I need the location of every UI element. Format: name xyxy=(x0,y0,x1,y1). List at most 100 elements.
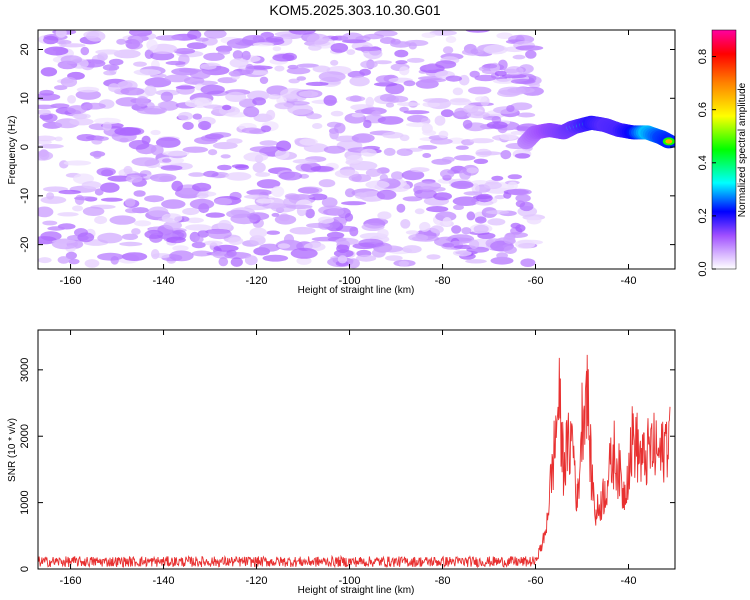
heatmap-cell xyxy=(515,239,536,249)
heatmap-cell xyxy=(266,109,276,121)
heatmap-cell xyxy=(410,167,430,173)
heatmap-cell xyxy=(124,198,136,207)
heatmap-cell xyxy=(191,250,212,257)
heatmap-cell xyxy=(398,260,410,267)
signal-cell-core xyxy=(665,139,673,144)
heatmap-cell xyxy=(266,230,281,235)
y-tick-label: 10 xyxy=(19,92,31,104)
heatmap-cell xyxy=(465,30,490,33)
heatmap-cell xyxy=(406,122,431,128)
heatmap-cell xyxy=(379,173,389,182)
heatmap-cell xyxy=(363,196,377,202)
heatmap-cell xyxy=(194,236,204,243)
y-tick-label: -20 xyxy=(19,237,31,253)
heatmap-cell xyxy=(234,164,250,170)
heatmap-cell xyxy=(146,39,158,51)
heatmap-cell xyxy=(169,250,194,262)
heatmap-cell xyxy=(161,213,183,223)
heatmap-cell xyxy=(192,182,212,192)
heatmap-cell xyxy=(419,221,431,232)
heatmap-cell xyxy=(156,137,181,148)
heatmap-cell xyxy=(191,241,206,249)
heatmap-cell xyxy=(452,87,464,96)
heatmap-cell xyxy=(382,131,404,139)
heatmap-cell xyxy=(77,232,95,243)
heatmap-cell xyxy=(401,170,425,181)
heatmap-cell xyxy=(182,207,200,216)
heatmap-cell xyxy=(507,87,535,94)
x-tick-label: -140 xyxy=(153,575,175,587)
heatmap-cell xyxy=(277,243,291,249)
heatmap-cell xyxy=(150,249,160,260)
heatmap-cell xyxy=(425,78,447,83)
heatmap-cell xyxy=(189,198,215,210)
heatmap-cell xyxy=(109,215,136,225)
heatmap-cell xyxy=(249,146,277,153)
heatmap-cell xyxy=(483,181,502,190)
heatmap-cell xyxy=(483,44,508,55)
x-tick-label: -40 xyxy=(621,575,637,587)
spectrogram-xlabel: Height of straight line (km) xyxy=(298,285,415,296)
heatmap-cell xyxy=(487,218,506,226)
y-tick-label: 1000 xyxy=(19,490,31,514)
heatmap-cell xyxy=(308,193,328,201)
heatmap-cell xyxy=(413,181,442,191)
heatmap-cell xyxy=(131,157,160,167)
heatmap-cell xyxy=(73,196,98,201)
heatmap-cell xyxy=(38,144,64,149)
heatmap-cell xyxy=(376,189,397,200)
heatmap-cell xyxy=(417,145,438,150)
heatmap-cell xyxy=(38,135,57,142)
heatmap-cell xyxy=(68,258,80,265)
heatmap-cell xyxy=(512,54,526,60)
heatmap-cell xyxy=(38,93,61,101)
heatmap-cell xyxy=(47,226,66,231)
heatmap-cell xyxy=(221,104,232,111)
heatmap-cell xyxy=(422,101,441,108)
heatmap-cell xyxy=(265,36,284,43)
heatmap-cell xyxy=(453,204,464,210)
heatmap-cell xyxy=(505,66,524,76)
heatmap-cell xyxy=(296,76,307,81)
heatmap-cell xyxy=(249,227,268,239)
heatmap-cell xyxy=(75,89,102,100)
heatmap-cell xyxy=(243,152,269,162)
heatmap-cell xyxy=(228,237,244,245)
heatmap-cell xyxy=(115,97,142,107)
heatmap-cell xyxy=(321,197,338,208)
heatmap-cell xyxy=(469,138,494,144)
heatmap-cell xyxy=(54,136,63,142)
heatmap-cell xyxy=(441,156,455,163)
heatmap-cell xyxy=(178,111,193,121)
heatmap-cell xyxy=(485,210,510,215)
heatmap-cell xyxy=(171,180,183,192)
heatmap-cell xyxy=(121,233,139,240)
heatmap-cell xyxy=(292,158,318,164)
heatmap-cell xyxy=(344,188,356,198)
heatmap-cell xyxy=(497,59,508,71)
heatmap-cell xyxy=(297,187,320,194)
heatmap-cell xyxy=(374,60,392,65)
heatmap-cell xyxy=(347,258,360,269)
snr-ticks: -160 -140 -120 -100 -80 -60 -40 0 1000 2000 3000 xyxy=(19,330,675,587)
heatmap-cell xyxy=(97,252,124,261)
heatmap-cell xyxy=(452,249,472,257)
heatmap-cell xyxy=(496,32,513,39)
heatmap-cell xyxy=(448,99,472,106)
heatmap-cell xyxy=(469,239,480,249)
heatmap-cell xyxy=(274,102,294,110)
heatmap-cell xyxy=(430,225,444,234)
chart-title: KOM5.2025.303.10.30.G01 xyxy=(269,2,440,18)
heatmap-cell xyxy=(421,32,436,38)
heatmap-cell xyxy=(289,226,316,235)
heatmap-cell xyxy=(246,212,270,221)
heatmap-cell xyxy=(326,231,345,239)
heatmap-cell xyxy=(371,110,382,117)
heatmap-cell xyxy=(40,67,58,77)
heatmap-cell xyxy=(133,190,146,197)
heatmap-cell xyxy=(422,129,437,136)
heatmap-cell xyxy=(165,60,186,66)
y-tick-label: -10 xyxy=(19,188,31,204)
heatmap-cell xyxy=(461,48,484,56)
